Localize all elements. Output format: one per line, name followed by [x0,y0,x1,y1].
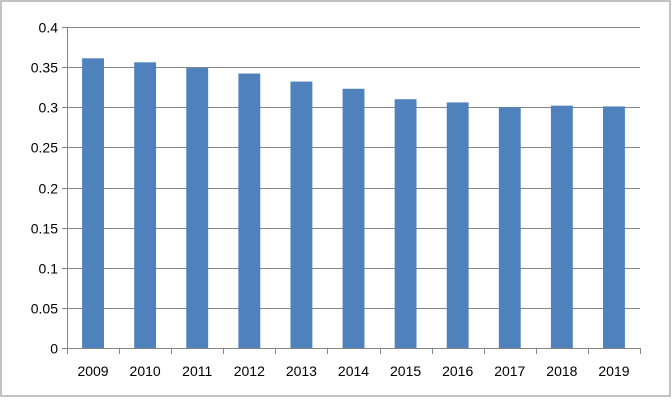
bar-2013 [290,81,313,348]
bar-2012 [238,73,261,349]
x-tick-label: 2019 [598,363,629,379]
y-tick-label: 0.4 [39,20,59,36]
x-tick-label: 2011 [182,363,212,379]
bar-2015 [394,99,417,348]
bar-2018 [550,105,573,349]
y-tick-label: 0.05 [31,301,58,317]
y-tick-label: 0.2 [39,181,59,197]
y-tick-label: 0.25 [31,140,58,156]
y-tick-label: 0.15 [31,221,58,237]
x-tick-label: 2013 [286,363,317,379]
bar-2009 [82,58,104,349]
y-tick-label: 0.1 [39,261,59,277]
axes [62,27,641,354]
x-tick-labels: 2009 2010 2011 2012 2013 2014 2015 2016 2017 2018… [77,363,629,379]
x-tick-label: 2018 [546,363,577,379]
bar-2016 [446,102,469,348]
x-tick-label: 2010 [130,363,161,379]
x-tick-label: 2017 [494,363,525,379]
y-tick-label: 0.3 [39,100,59,116]
bar-2011 [186,67,209,349]
bar-2010 [134,62,157,349]
bars [82,58,625,349]
x-tick-label: 2015 [390,363,421,379]
y-tick-labels: 0 0.05 0.1 0.15 0.2 0.25 0.3 0.35 0.4 [31,20,58,357]
x-tick-label: 2016 [442,363,473,379]
x-tick-label: 2014 [338,363,369,379]
bar-2014 [342,88,365,348]
y-tick-label: 0 [50,341,58,357]
y-tick-label: 0.35 [31,60,58,76]
x-tick-label: 2009 [77,363,108,379]
x-tick-label: 2012 [234,363,265,379]
bar-2019 [603,106,625,348]
bar-2017 [498,107,521,348]
